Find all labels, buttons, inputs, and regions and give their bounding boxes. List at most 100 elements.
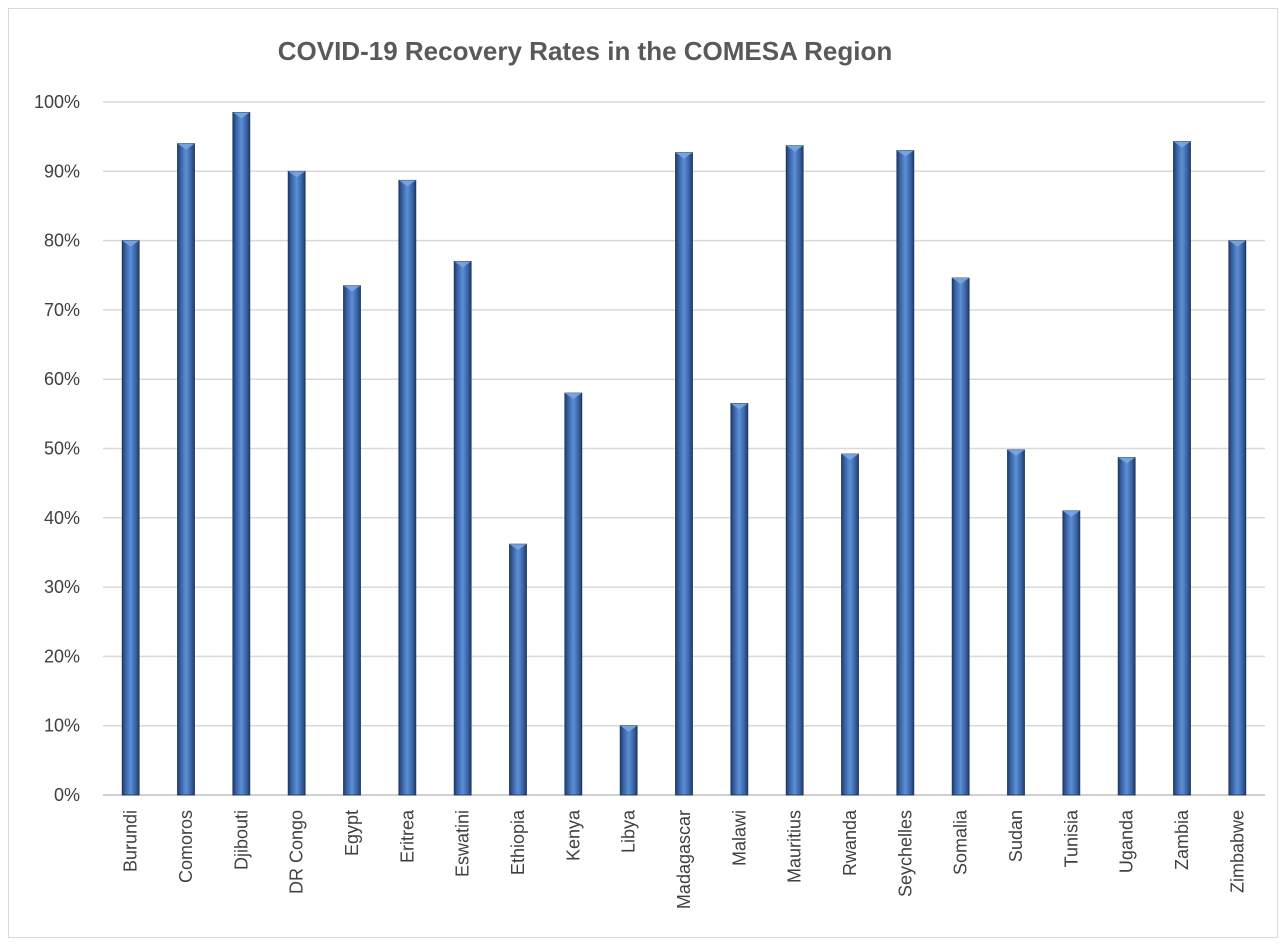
bar-bevel bbox=[122, 240, 140, 247]
x-category-label: Libya bbox=[619, 809, 639, 853]
bar-bevel bbox=[896, 150, 914, 157]
bar bbox=[1173, 141, 1191, 796]
y-tick-label: 60% bbox=[44, 369, 80, 389]
y-tick-label: 20% bbox=[44, 646, 80, 666]
bar bbox=[177, 143, 195, 796]
x-category-label: DR Congo bbox=[287, 810, 307, 894]
bar-seychelles bbox=[896, 150, 915, 796]
bar bbox=[1007, 449, 1025, 796]
bar-kenya bbox=[564, 392, 583, 796]
bar bbox=[841, 453, 859, 796]
y-tick-label: 80% bbox=[44, 231, 80, 251]
bar-eswatini bbox=[453, 260, 472, 796]
bar-bevel bbox=[675, 152, 693, 159]
bar-bevel bbox=[343, 285, 361, 292]
bar-bevel bbox=[454, 261, 472, 268]
x-category-label: Kenya bbox=[563, 809, 583, 861]
bar-bevel bbox=[620, 725, 638, 732]
x-category-label: Burundi bbox=[121, 810, 141, 872]
bar bbox=[675, 152, 693, 796]
y-tick-label: 90% bbox=[44, 161, 80, 181]
y-tick-label: 30% bbox=[44, 577, 80, 597]
x-category-label: Eritrea bbox=[397, 809, 417, 863]
bar bbox=[785, 145, 804, 796]
y-tick-label: 40% bbox=[44, 508, 80, 528]
x-category-label: Rwanda bbox=[840, 809, 860, 876]
bar-bevel bbox=[1118, 457, 1136, 464]
bar-bevel bbox=[288, 171, 306, 178]
x-category-label: Ethiopia bbox=[508, 809, 528, 875]
bar-bevel bbox=[509, 544, 527, 551]
bar-ethiopia bbox=[509, 543, 527, 796]
x-category-label: Zambia bbox=[1172, 809, 1192, 870]
x-category-label: Djibouti bbox=[231, 810, 251, 870]
bar-bevel bbox=[232, 112, 250, 119]
bar-malawi bbox=[730, 403, 749, 796]
bar bbox=[1117, 457, 1136, 796]
x-category-label: Sudan bbox=[1006, 810, 1026, 862]
bar-djibouti bbox=[232, 111, 251, 796]
chart-title: COVID-19 Recovery Rates in the COMESA Re… bbox=[278, 36, 893, 66]
bar-rwanda bbox=[841, 453, 859, 796]
x-category-label: Egypt bbox=[342, 810, 362, 856]
bar-bevel bbox=[177, 143, 195, 150]
bar-madagascar bbox=[675, 152, 693, 796]
bar bbox=[1228, 240, 1247, 796]
bar-bevel bbox=[841, 454, 859, 461]
bar-bevel bbox=[1062, 510, 1080, 517]
bar bbox=[619, 725, 638, 796]
x-category-label: Eswatini bbox=[453, 810, 473, 877]
bar bbox=[564, 392, 583, 796]
x-category-label: Seychelles bbox=[895, 810, 915, 897]
bar-zambia bbox=[1173, 141, 1191, 796]
bar-uganda bbox=[1117, 457, 1136, 796]
bar-zimbabwe bbox=[1228, 240, 1247, 796]
bar-bevel bbox=[730, 403, 748, 410]
x-axis-categories: Burundi Comoros Djibouti DR Congo Egypt Eritr… bbox=[121, 809, 1248, 909]
bar-bevel bbox=[564, 393, 582, 400]
bar-bevel bbox=[952, 278, 970, 285]
bar-dr-congo bbox=[287, 170, 306, 796]
bar bbox=[896, 150, 915, 796]
bar-bevel bbox=[1228, 240, 1246, 247]
bar-libya bbox=[619, 725, 638, 796]
x-category-label: Uganda bbox=[1117, 809, 1137, 873]
bar-burundi bbox=[121, 240, 140, 796]
x-category-label: Comoros bbox=[176, 810, 196, 883]
bar-bevel bbox=[1007, 449, 1025, 456]
x-category-label: Zimbabwe bbox=[1227, 810, 1247, 893]
bar bbox=[951, 277, 970, 796]
bar bbox=[232, 111, 251, 796]
bar-egypt bbox=[343, 285, 361, 796]
y-axis-ticks: 0% 10% 20% 30% 40% 50% 60% 70% 80% 90% 100% bbox=[34, 92, 80, 805]
bar bbox=[730, 403, 749, 796]
bar-mauritius bbox=[785, 145, 804, 796]
bar bbox=[1062, 510, 1081, 796]
bar-tunisia bbox=[1062, 510, 1081, 796]
x-category-label: Tunisia bbox=[1061, 809, 1081, 867]
y-tick-label: 50% bbox=[44, 439, 80, 459]
bar bbox=[121, 240, 140, 796]
bar-bevel bbox=[1173, 141, 1191, 148]
x-category-label: Mauritius bbox=[785, 810, 805, 883]
bar-eritrea bbox=[398, 179, 417, 796]
bar-somalia bbox=[951, 277, 970, 796]
x-category-label: Somalia bbox=[951, 809, 971, 875]
y-tick-label: 70% bbox=[44, 300, 80, 320]
bars bbox=[121, 111, 1247, 796]
x-category-label: Malawi bbox=[729, 810, 749, 866]
y-tick-label: 100% bbox=[34, 92, 80, 112]
bar-bevel bbox=[786, 145, 804, 152]
bar bbox=[343, 285, 361, 796]
bar bbox=[453, 260, 472, 796]
bar bbox=[398, 179, 417, 796]
y-tick-label: 0% bbox=[54, 785, 80, 805]
bar bbox=[287, 170, 306, 796]
bar-bevel bbox=[398, 180, 416, 187]
bar-comoros bbox=[177, 143, 195, 796]
x-category-label: Madagascar bbox=[674, 810, 694, 909]
bar bbox=[509, 543, 527, 796]
bar-sudan bbox=[1007, 449, 1025, 796]
y-tick-label: 10% bbox=[44, 716, 80, 736]
